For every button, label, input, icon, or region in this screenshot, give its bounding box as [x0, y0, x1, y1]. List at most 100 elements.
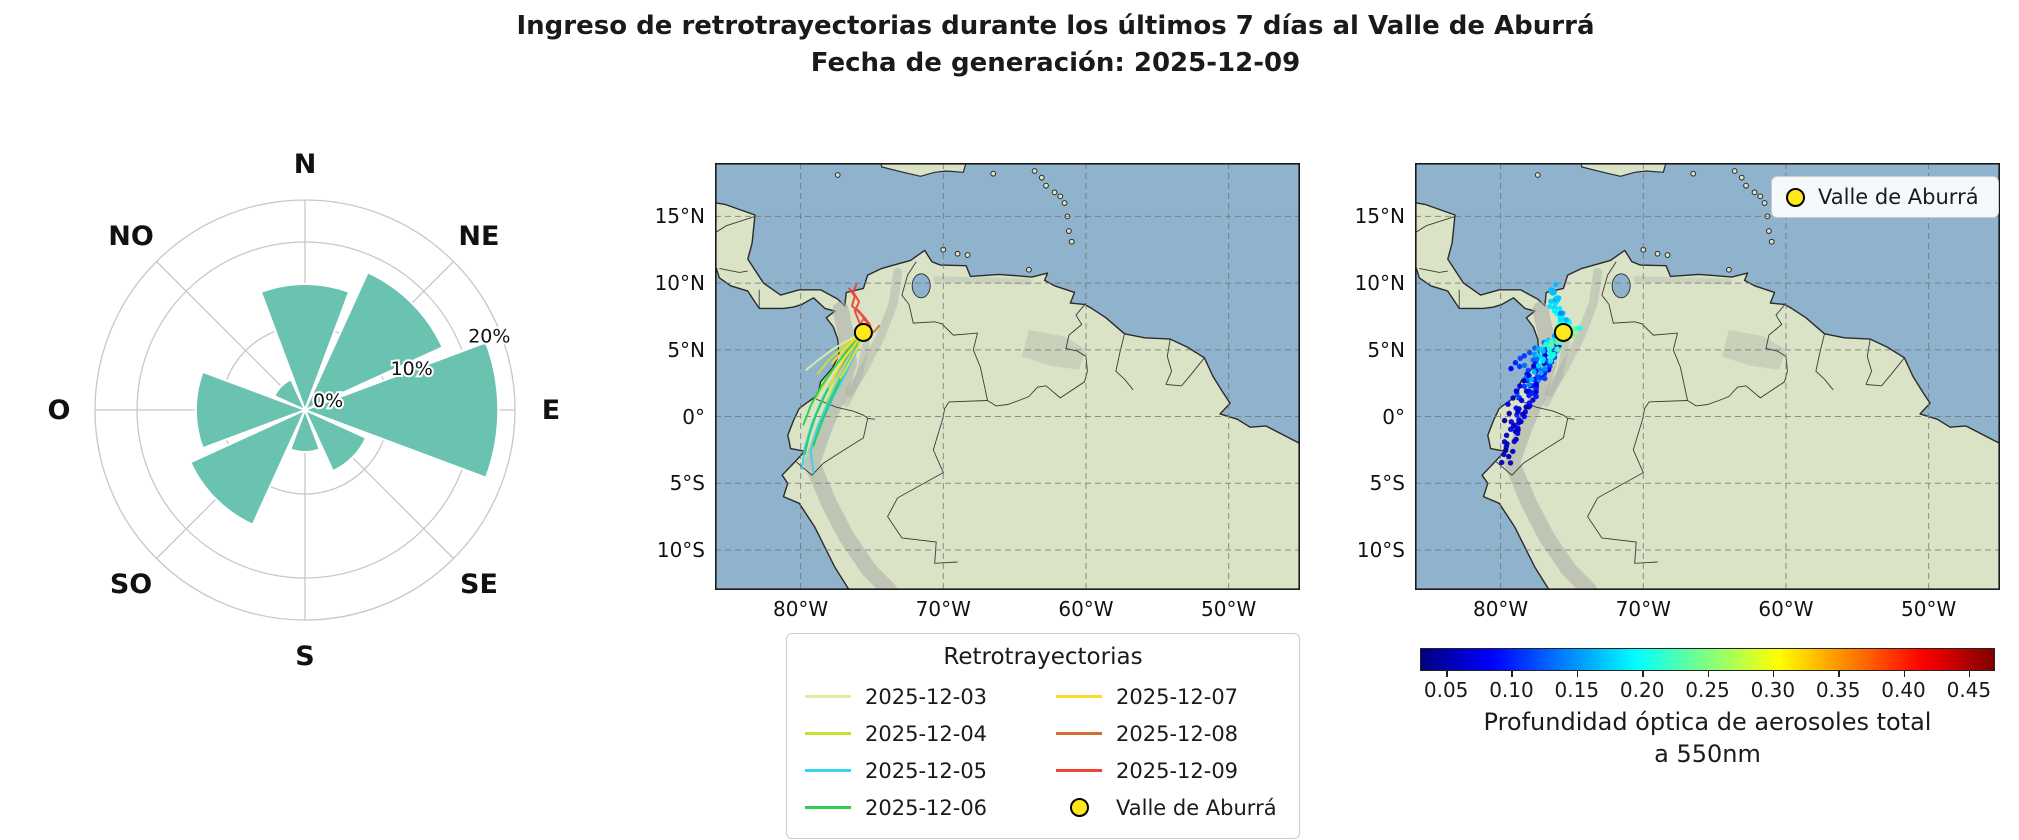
figure-title: Ingreso de retrotrayectorias durante los… — [0, 8, 2019, 82]
aod-dot — [1513, 388, 1520, 394]
legend-item: 2025-12-06 — [805, 789, 1030, 826]
aod-colorbar-label-line1: Profundidad óptica de aerosoles total — [1483, 708, 1932, 736]
colorbar-tick-label: 0.10 — [1489, 678, 1534, 702]
legend-line-sample — [805, 769, 851, 772]
aod-dot — [1534, 356, 1540, 362]
y-tick-label: 10°S — [656, 537, 705, 562]
aod-dot — [1529, 376, 1535, 383]
y-tick-label: 10°N — [654, 271, 705, 296]
island — [1757, 193, 1764, 200]
country-border — [1601, 261, 1688, 401]
aod-dot — [1533, 389, 1539, 395]
aod-dot — [1510, 423, 1517, 429]
x-tick-label: 80°W — [772, 597, 829, 621]
legend-item-label: 2025-12-05 — [865, 758, 988, 783]
andes-shading — [933, 276, 1032, 285]
island — [1765, 228, 1772, 234]
andes-shading — [842, 339, 870, 407]
country-border — [1865, 357, 1905, 387]
aod-dot — [1531, 363, 1537, 369]
aod-colorbar — [1420, 648, 1995, 671]
compass-label: NO — [108, 221, 154, 252]
aod-dot — [1506, 410, 1512, 417]
y-tick-label: 15°N — [654, 204, 705, 229]
aod-dot — [1501, 417, 1508, 424]
x-tick-label: 50°W — [1201, 597, 1257, 621]
legend-marker-sample — [1056, 798, 1102, 817]
trajectory-map-panel — [715, 163, 1300, 590]
compass-label: SE — [460, 569, 498, 600]
valle-de-aburra-marker-icon — [1069, 798, 1089, 817]
trajectory-line — [805, 331, 865, 371]
island — [1061, 200, 1068, 206]
country-border — [1165, 357, 1205, 387]
guiana-highlands-shading — [1721, 329, 1786, 370]
aod-dot — [1530, 397, 1536, 403]
aod-colorbar-label-line2: a 550nm — [1654, 740, 1761, 768]
colorbar-tick-mark — [1642, 671, 1644, 677]
aod-dot — [1535, 345, 1541, 352]
legend-line-sample — [1056, 769, 1102, 772]
country-border — [987, 302, 1088, 407]
aod-dot — [1516, 419, 1522, 426]
aod-dot — [1521, 378, 1527, 384]
island — [1768, 238, 1775, 245]
aod-dot — [1520, 411, 1526, 417]
aod-dot — [1510, 395, 1516, 401]
aod-dot — [1513, 436, 1519, 443]
colorbar-tick-mark — [1446, 671, 1448, 677]
aod-dot — [1501, 451, 1507, 458]
trajectory-legend-title: Retrotrayectorias — [943, 644, 1143, 670]
aod-dot — [1547, 303, 1553, 310]
aod-dot — [1504, 441, 1510, 447]
aod-dot — [1516, 363, 1523, 370]
aod-dot — [1546, 346, 1552, 352]
landmass-hispaniola — [1580, 163, 1667, 177]
andes-shading — [1633, 276, 1732, 285]
aod-dot — [1506, 453, 1512, 460]
wind-rose-petal — [302, 271, 444, 413]
legend-item-label: 2025-12-04 — [865, 721, 988, 746]
aod-dot — [1503, 432, 1510, 438]
aod-dot — [1507, 460, 1514, 466]
island — [1690, 170, 1697, 177]
wind-rose-panel: N NE E SE S SO O NO 0% 10% 20% — [15, 105, 595, 725]
country-border — [887, 400, 988, 564]
island — [964, 252, 971, 258]
aod-dot — [1517, 383, 1523, 389]
country-border — [816, 398, 875, 420]
aod-dot — [1543, 342, 1549, 348]
legend-item-label: 2025-12-08 — [1116, 721, 1239, 746]
aod-dot — [1551, 307, 1558, 314]
island — [1654, 250, 1661, 257]
map-frame — [715, 163, 1300, 590]
guiana-highlands-shading — [1021, 329, 1086, 370]
compass-label: SO — [110, 569, 152, 600]
aod-dot — [1557, 305, 1563, 312]
colorbar-tick-mark — [1511, 671, 1513, 677]
trajectory-line — [802, 331, 865, 426]
legend-item-label: 2025-12-03 — [865, 684, 988, 709]
y-tick-label: 15°N — [1354, 204, 1405, 229]
island — [1068, 238, 1075, 245]
colorbar-tick-mark — [1772, 671, 1775, 677]
country-border — [1419, 267, 1448, 273]
legend-item: 2025-12-09 — [1056, 752, 1281, 789]
x-tick-label: 70°W — [915, 597, 971, 621]
colorbar-tick-label: 0.35 — [1815, 678, 1861, 702]
legend-item: 2025-12-03 — [805, 678, 1030, 715]
legend-item: 2025-12-07 — [1056, 678, 1281, 715]
compass-label: O — [48, 395, 71, 426]
x-tick-label: 50°W — [1901, 597, 1957, 621]
aod-dot — [1533, 393, 1539, 400]
island — [1026, 266, 1032, 273]
aod-dot — [1531, 369, 1537, 375]
aod-dot — [1577, 325, 1583, 331]
wind-rose-petal — [194, 370, 308, 450]
country-border — [1115, 333, 1134, 391]
y-tick-label: 0° — [682, 404, 705, 429]
y-tick-label: 5°N — [1367, 337, 1405, 362]
aod-dot — [1542, 366, 1549, 372]
wind-rose-petal — [188, 407, 308, 527]
aod-dot — [1526, 349, 1533, 356]
